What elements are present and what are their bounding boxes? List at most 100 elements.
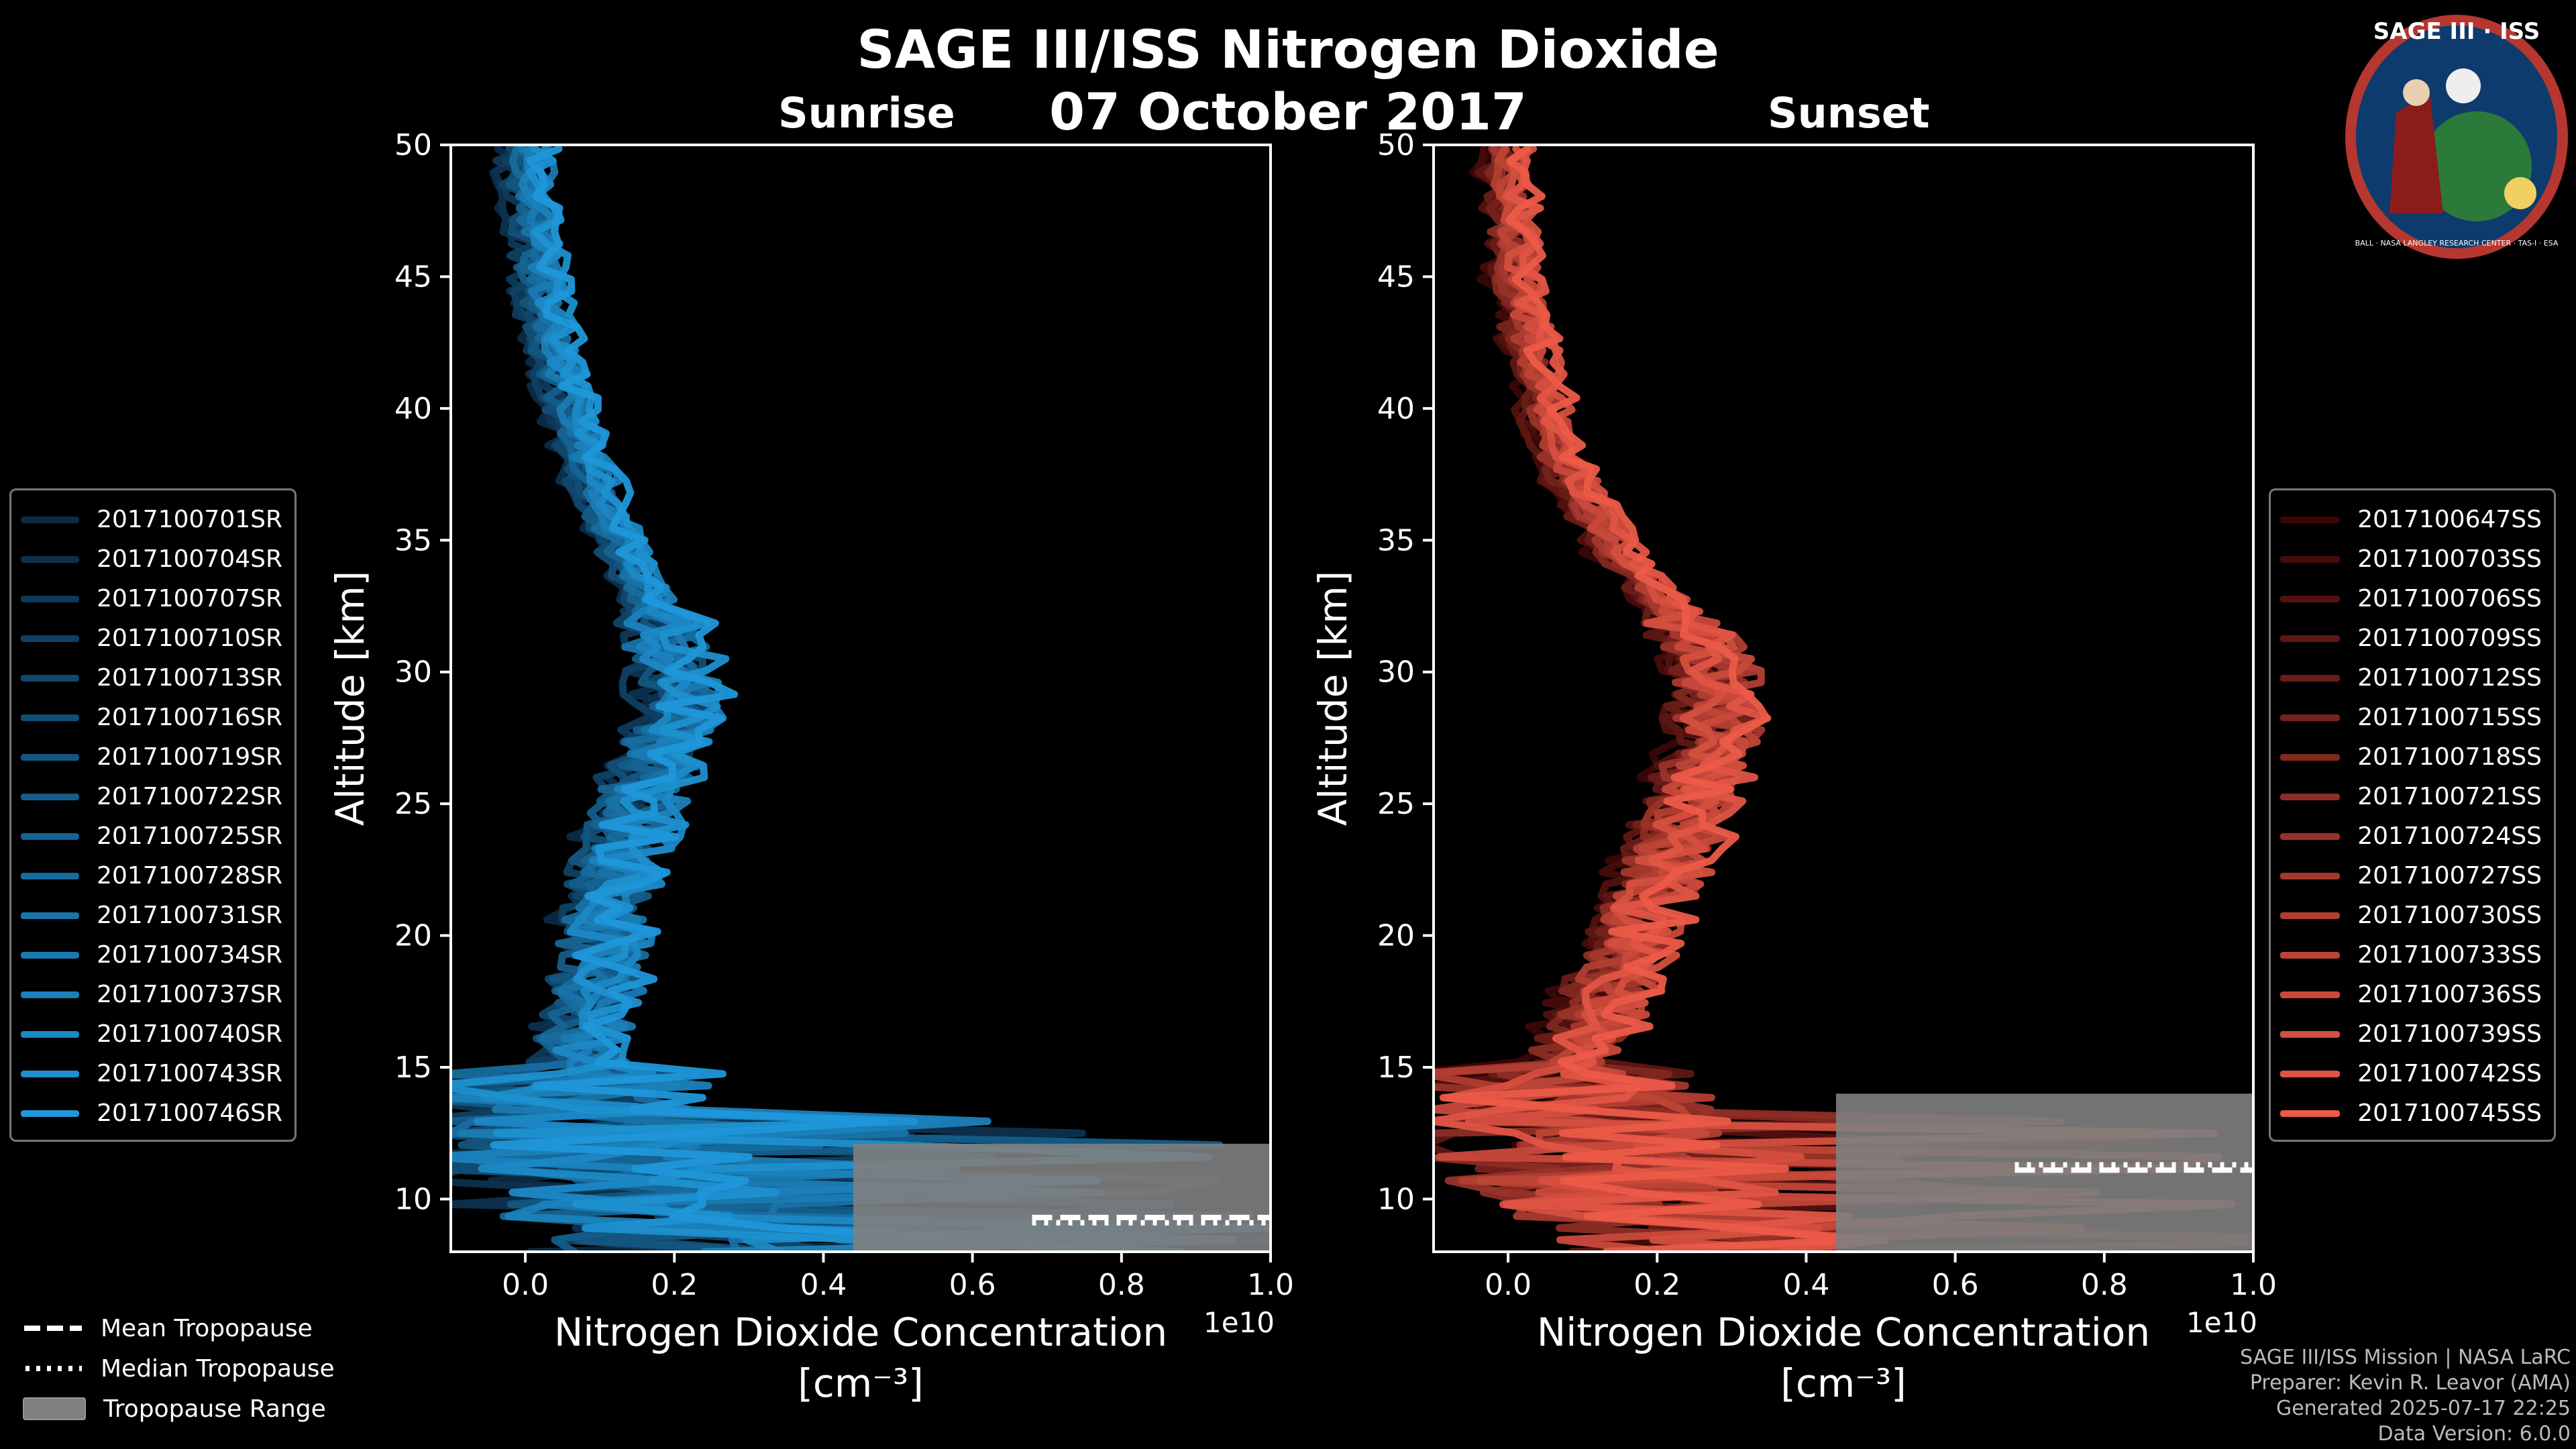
y-tick-label: 35 [394,523,432,557]
legend-swatch [21,1030,80,1038]
legend-swatch [21,872,80,879]
legend-swatch [2280,1070,2341,1077]
legend-swatch [21,833,80,840]
legend-label: 2017100743SR [97,1060,282,1087]
legend-entry: 2017100734SR [21,935,282,975]
legend-swatch [21,595,80,602]
legend-label: 2017100715SS [2357,704,2542,731]
profile-2017100746SR [490,145,1099,1252]
x-tick-label: 0.0 [1485,1268,1532,1302]
legend-label: 2017100742SS [2357,1060,2542,1087]
legend-swatch [21,635,80,642]
legend-label: 2017100716SR [97,704,282,731]
legend-label: 2017100733SS [2357,941,2542,969]
x-tick-label: 0.2 [1633,1268,1680,1302]
legend-entry: 2017100740SR [21,1014,282,1054]
legend-entry: 2017100716SR [21,698,282,737]
y-tick-label: 45 [1377,260,1415,294]
legend-entry: 2017100704SR [21,539,282,579]
legend-entry: 2017100719SR [21,737,282,777]
legend-swatch [2280,714,2341,721]
legend-entry: 2017100733SS [2280,935,2542,975]
x-tick-label: 0.2 [651,1268,698,1302]
legend-label: 2017100734SR [97,941,282,969]
legend-swatch [2280,1110,2341,1117]
legend-swatch [2280,991,2341,998]
plot-frame [1432,144,2255,1253]
legend-swatch [2280,1030,2341,1038]
legend-median-tropopause: Median Tropopause [23,1348,335,1389]
legend-entry: 2017100706SS [2280,579,2542,619]
y-tick-label: 15 [1377,1051,1415,1085]
legend-label: 2017100728SR [97,862,282,890]
footer-mission: SAGE III/ISS Mission | NASA LaRC [2240,1346,2571,1369]
sunrise-panel-title: Sunrise [778,89,955,138]
legend-label: 2017100718SS [2357,743,2542,771]
legend-label: 2017100740SR [97,1020,282,1048]
y-tick-label: 35 [1377,523,1415,557]
x-tick-label: 0.6 [1932,1268,1979,1302]
median-tropopause-swatch [25,1366,82,1371]
legend-entry: 2017100725SR [21,816,282,856]
sunset-panel: 10 15 20 25 30 35 40 45 50 0.0 0.2 0.4 0.6 0.8 1.0 1e10… [1310,128,2277,1406]
legend-label: 2017100701SR [97,506,282,533]
figure-title: SAGE III/ISS Nitrogen Dioxide [857,20,1719,80]
legend-label: 2017100721SS [2357,783,2542,810]
legend-entry: 2017100739SS [2280,1014,2542,1054]
legend-label: 2017100724SS [2357,822,2542,850]
legend-label: 2017100745SS [2357,1099,2542,1127]
y-axis-label: Altitude [km] [1310,571,1356,826]
legend-label: 2017100739SS [2357,1020,2542,1048]
legend-label: 2017100736SS [2357,981,2542,1008]
legend-entry: 2017100712SS [2280,658,2542,698]
legend-entry: 2017100742SS [2280,1054,2542,1093]
legend-entry: 2017100745SS [2280,1093,2542,1133]
sunset-legend: 2017100647SS 2017100703SS 2017100706SS 2017… [2269,488,2556,1142]
x-axis-label: Nitrogen Dioxide Concentration [554,1309,1167,1355]
footer-version: Data Version: 6.0.0 [2377,1422,2571,1446]
legend-swatch [2280,872,2341,879]
legend-swatch [21,951,80,959]
tropopause-range-swatch [23,1397,86,1420]
legend-label: 2017100746SR [97,1099,282,1127]
legend-swatch [21,674,80,682]
logo-text: SAGE III · ISS [2373,18,2540,45]
sunrise-panel: 10 15 20 25 30 35 40 45 50 0.0 0.2 0.4 0.6 0.8 1.0 1e10… [327,128,1294,1406]
sunset-panel-title: Sunset [1768,89,1930,138]
plot-frame [449,144,1272,1253]
legend-entry: 2017100709SS [2280,619,2542,658]
legend-entry: 2017100715SS [2280,698,2542,737]
sage-iss-logo: SAGE III · ISS BALL · NASA LANGLEY RESEA… [2345,15,2568,259]
mean-tropopause-swatch [24,1326,82,1331]
legend-swatch [2280,516,2341,523]
legend-label: 2017100709SS [2357,625,2542,652]
legend-label: 2017100727SS [2357,862,2542,890]
legend-entry: 2017100713SR [21,658,282,698]
y-tick-label: 20 [394,919,432,953]
legend-label: 2017100730SS [2357,902,2542,929]
legend-label: 2017100737SR [97,981,282,1008]
legend-swatch [2280,833,2341,840]
figure-date: 07 October 2017 [1049,82,1527,142]
x-offset-label: 1e10 [2186,1306,2257,1339]
x-offset-label: 1e10 [1203,1306,1275,1339]
legend-swatch [2280,912,2341,919]
sunrise-legend: 2017100701SR 2017100704SR 2017100707SR 2017… [9,488,297,1142]
legend-entry: 2017100703SS [2280,539,2542,579]
y-tick-label: 20 [1377,919,1415,953]
y-tick-label: 40 [1377,392,1415,426]
legend-swatch [21,753,80,761]
x-tick-label: 0.8 [2081,1268,2128,1302]
footer-credits: SAGE III/ISS Mission | NASA LaRC Prepare… [2240,1345,2571,1447]
y-tick-label: 10 [394,1182,432,1216]
legend-entry: 2017100737SR [21,975,282,1014]
x-axis-units: [cm⁻³] [1780,1360,1907,1406]
x-axis-label: Nitrogen Dioxide Concentration [1537,1309,2150,1355]
legend-swatch [2280,793,2341,800]
legend-swatch [21,793,80,800]
legend-entry: 2017100746SR [21,1093,282,1133]
legend-entry: 2017100647SS [2280,500,2542,539]
legend-label: 2017100710SR [97,625,282,652]
y-tick-label: 25 [1377,787,1415,821]
